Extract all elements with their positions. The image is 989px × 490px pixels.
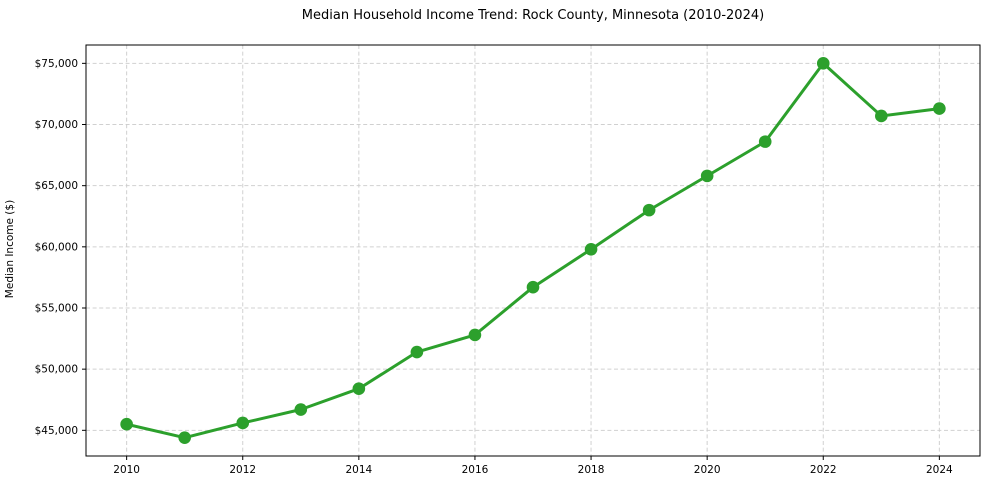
data-point	[875, 109, 888, 123]
data-point	[758, 135, 772, 148]
y-tick-label: $60,000	[35, 241, 78, 253]
x-tick-label: 2024	[926, 464, 953, 476]
x-tick-label: 2012	[229, 464, 256, 476]
y-tick-label: $50,000	[35, 364, 78, 376]
data-point	[294, 403, 308, 416]
data-point	[933, 102, 946, 115]
data-point	[352, 382, 366, 396]
x-tick-label: 2018	[578, 464, 605, 476]
data-point	[700, 169, 714, 183]
x-tick-label: 2022	[810, 464, 837, 476]
y-tick-label: $55,000	[35, 302, 78, 314]
plot-border	[85, 44, 981, 457]
data-point	[236, 416, 250, 430]
data-point	[816, 57, 830, 70]
data-point	[642, 203, 656, 217]
data-point	[526, 280, 540, 294]
x-tick-label: 2010	[113, 464, 140, 476]
series-line	[125, 61, 941, 440]
y-tick-label: $45,000	[35, 425, 78, 437]
data-point	[584, 242, 598, 256]
x-tick-label: 2014	[345, 464, 372, 476]
data-point	[120, 417, 133, 431]
y-tick-label: $65,000	[35, 180, 78, 192]
y-tick-label: $75,000	[35, 58, 78, 70]
x-tick-label: 2016	[462, 464, 489, 476]
chart-title: Median Household Income Trend: Rock Coun…	[301, 8, 765, 23]
data-point	[410, 345, 424, 359]
data-point	[178, 431, 191, 444]
data-point	[468, 328, 482, 342]
y-tick-label: $70,000	[35, 119, 78, 131]
x-tick-label: 2020	[694, 464, 721, 476]
